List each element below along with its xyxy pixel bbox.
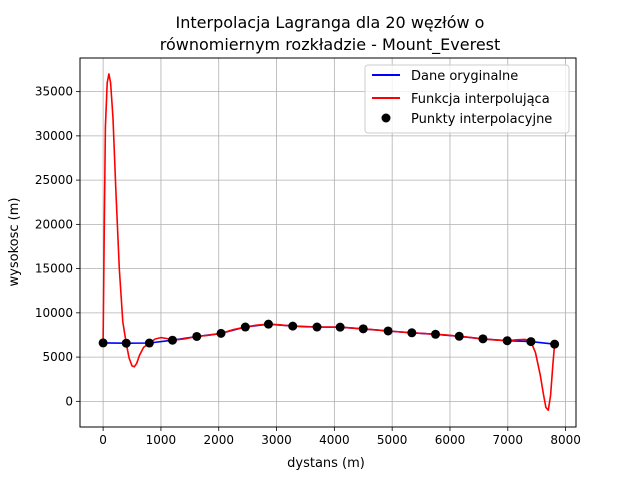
interpolation-node-point: [216, 328, 226, 338]
legend-label-interpolant: Funkcja interpolująca: [411, 92, 550, 107]
interpolation-node-point: [358, 324, 368, 334]
interpolation-node-point: [478, 334, 488, 344]
y-tick-label: 0: [65, 394, 73, 408]
y-tick-label: 20000: [35, 217, 73, 231]
legend-frame: [364, 64, 570, 134]
interpolation-node-point: [335, 322, 345, 332]
y-tick-label: 30000: [35, 129, 73, 143]
legend-label-nodes: Punkty interpolacyjne: [411, 112, 552, 127]
plot-frame: [79, 57, 577, 428]
interpolation-node-point: [526, 337, 536, 347]
y-tick-label: 15000: [35, 262, 73, 276]
interpolation-node-point: [407, 328, 417, 338]
interpolation-node-point: [502, 336, 512, 346]
interpolation-node-point: [144, 338, 154, 348]
interpolation-node-point: [550, 339, 560, 349]
x-tick-label: 6000: [435, 433, 466, 447]
y-tick-label: 10000: [35, 306, 73, 320]
plot-area: [98, 73, 560, 411]
x-tick-label: 2000: [203, 433, 234, 447]
interpolation-node-point: [192, 331, 202, 341]
x-tick-label: 3000: [261, 433, 292, 447]
interpolation-node-point: [240, 322, 250, 332]
y-axis-label: wysokosc (m): [7, 198, 22, 287]
x-axis-label: dystans (m): [287, 456, 365, 471]
y-tick-label: 5000: [42, 350, 73, 364]
legend: Dane oryginalne Funkcja interpolująca Pu…: [364, 64, 570, 134]
x-tick-label: 4000: [319, 433, 350, 447]
y-tick-label: 35000: [35, 85, 73, 99]
axes: 0 1000 2000 3000 4000 5000 6000 7000 8000 0 5000 10…: [35, 85, 581, 447]
interpolation-node-point: [121, 338, 131, 348]
interpolation-node-point: [312, 322, 322, 332]
interpolation-node-point: [431, 329, 441, 339]
interpolation-node-point: [98, 338, 108, 348]
chart-title-line-2: równomiernym rozkładzie - Mount_Everest: [160, 35, 501, 55]
chart-title-line-1: Interpolacja Lagranga dla 20 węzłów o: [176, 13, 485, 32]
x-tick-label: 0: [99, 433, 107, 447]
legend-label-original: Dane oryginalne: [411, 69, 518, 84]
x-tick-label: 5000: [377, 433, 408, 447]
y-tick-label: 25000: [35, 173, 73, 187]
x-tick-label: 1000: [146, 433, 177, 447]
x-tick-label: 8000: [550, 433, 581, 447]
interpolation-node-point: [288, 321, 298, 331]
interpolation-node-point: [263, 319, 273, 329]
x-tick-label: 7000: [493, 433, 524, 447]
legend-swatch-nodes: [381, 113, 391, 123]
interpolation-node-point: [167, 335, 177, 345]
interpolation-node-point: [454, 331, 464, 341]
interpolation-node-point: [383, 326, 393, 336]
